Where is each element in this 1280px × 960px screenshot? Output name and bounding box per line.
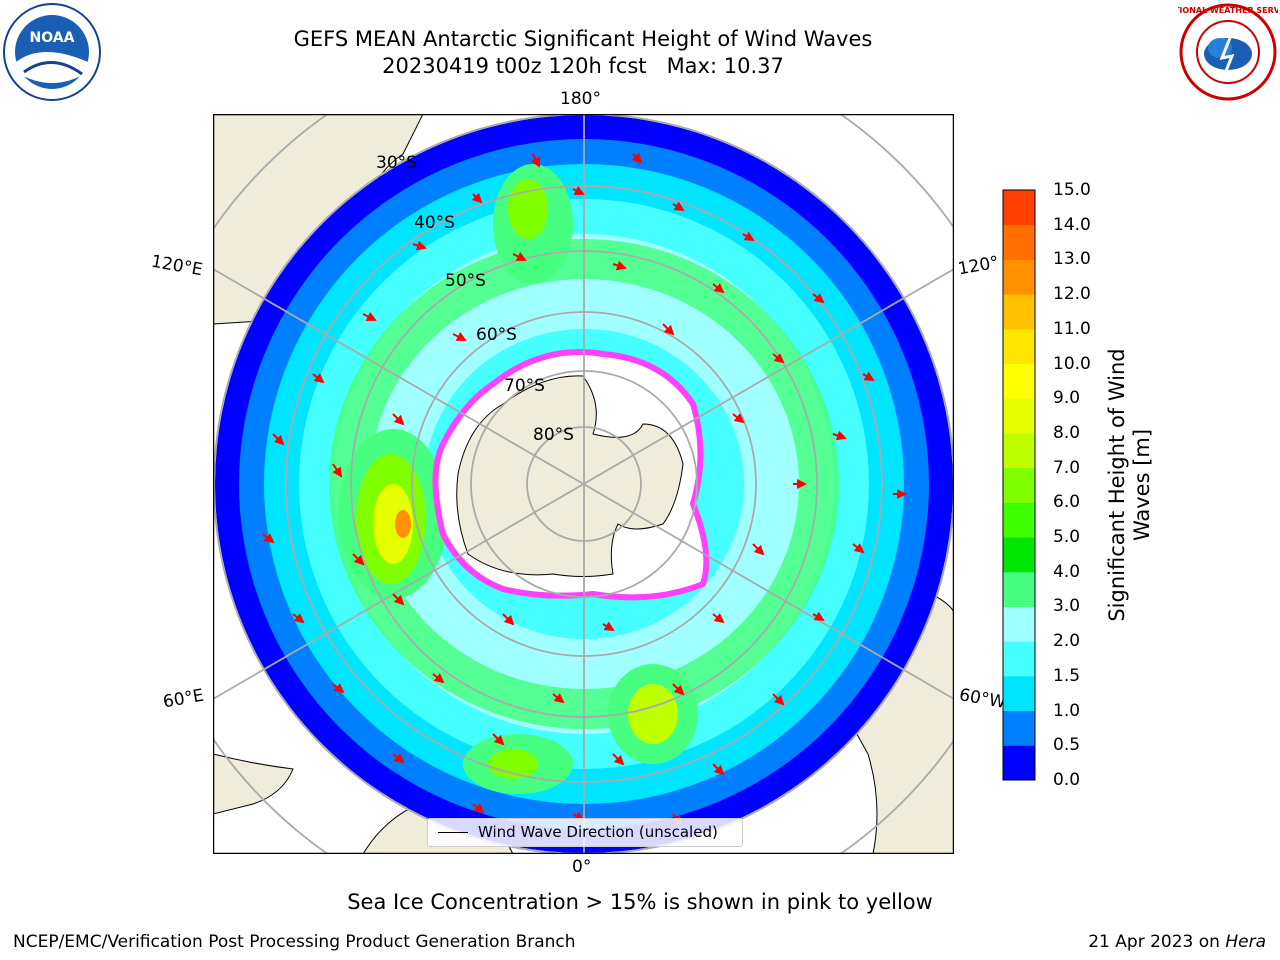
colorbar-segment — [1003, 467, 1035, 503]
lon-label-upper-left: 120°E — [149, 251, 205, 281]
lat-label-70s: 70°S — [504, 376, 545, 396]
colorbar-tick-label: 0.0 — [1053, 770, 1081, 790]
lon-label-top: 180° — [560, 89, 601, 109]
colorbar-segment — [1003, 259, 1035, 295]
noaa-logo-text: NOAA — [30, 30, 75, 46]
colorbar-segment — [1003, 745, 1035, 781]
map-legend: Wind Wave Direction (unscaled) — [427, 818, 743, 847]
lat-label-60s: 60°S — [476, 325, 517, 345]
noaa-logo: NOAA — [3, 3, 101, 101]
colorbar-tick-label: 15.0 — [1053, 180, 1091, 200]
colorbar-segment — [1003, 363, 1035, 399]
land-africa — [213, 753, 294, 815]
map-panel — [213, 114, 954, 854]
colorbar-segment — [1003, 328, 1035, 365]
colorbar-tick-label: 11.0 — [1053, 318, 1091, 339]
colorbar-tick-label: 14.0 — [1053, 214, 1091, 235]
colorbar-tick-label: 6.0 — [1053, 492, 1081, 513]
colorbar-tick-label: 8.0 — [1053, 422, 1081, 443]
sea-ice-footnote: Sea Ice Concentration > 15% is shown in … — [347, 890, 933, 914]
lon-label-bottom: 0° — [572, 857, 592, 877]
colorbar-label-line1: Significant Height of Wind — [1104, 348, 1129, 622]
colorbar-frame — [1002, 189, 1036, 781]
colorbar-tick-label: 5.0 — [1053, 527, 1081, 548]
colorbar-tick-label: 7.0 — [1053, 457, 1081, 478]
lon-label-lower-left: 60°E — [161, 685, 206, 713]
colorbar-segment — [1003, 432, 1035, 469]
colorbar-tick-label: 12.0 — [1053, 284, 1091, 305]
wind-wave-arrows — [262, 152, 907, 826]
colorbar-label: Significant Height of Wind Waves [m] — [1105, 348, 1155, 621]
colorbar-tick-label: 4.0 — [1053, 561, 1081, 582]
colorbar-segment — [1003, 675, 1035, 712]
lon-label-upper-right: 120° — [956, 252, 1001, 280]
legend-label: Wind Wave Direction (unscaled) — [478, 823, 718, 841]
lat-label-80s: 80°S — [533, 425, 574, 445]
colorbar-segment — [1003, 190, 1035, 226]
colorbar-tick-label: 13.0 — [1053, 249, 1091, 270]
lat-label-50s: 50°S — [445, 271, 486, 291]
colorbar-segment — [1003, 502, 1035, 538]
colorbar-tick-label: 1.0 — [1053, 700, 1081, 721]
colorbar-segment — [1003, 571, 1035, 607]
lat-label-30s: 30°S — [376, 153, 417, 173]
colorbar-label-line2: Waves [m] — [1130, 428, 1154, 542]
colorbar-segment — [1003, 606, 1035, 642]
colorbar-tick-label: 0.5 — [1053, 735, 1081, 756]
credit-left: NCEP/EMC/Verification Post Processing Pr… — [13, 932, 576, 952]
colorbar-segment — [1003, 294, 1035, 330]
credit-right: 21 Apr 2023 on Hera — [1088, 932, 1266, 952]
colorbar-segment — [1003, 224, 1035, 260]
lat-label-40s: 40°S — [414, 213, 455, 233]
colorbar-segment — [1003, 537, 1035, 573]
legend-line-sample — [438, 832, 468, 833]
nws-logo-text: NATIONAL WEATHER SERVICE — [1178, 6, 1278, 15]
chart-title: GEFS MEAN Antarctic Significant Height o… — [293, 27, 873, 51]
colorbar-tick-label: 2.0 — [1053, 631, 1081, 652]
colorbar-tick-label: 10.0 — [1053, 353, 1091, 374]
nws-logo: NATIONAL WEATHER SERVICE — [1178, 3, 1278, 101]
colorbar-tick-label: 1.5 — [1053, 665, 1081, 686]
credit-date: 21 Apr 2023 on — [1088, 932, 1226, 952]
colorbar-segment — [1003, 710, 1035, 746]
lon-label-lower-right: 60°W — [957, 685, 1008, 713]
colorbar-segment — [1003, 641, 1035, 677]
colorbar-tick-label: 9.0 — [1053, 388, 1081, 409]
chart-subtitle: 20230419 t00z 120h fcst Max: 10.37 — [382, 54, 784, 78]
colorbar — [1002, 189, 1036, 781]
credit-machine: Hera — [1225, 932, 1266, 952]
colorbar-tick-label: 3.0 — [1053, 596, 1081, 617]
colorbar-segment — [1003, 398, 1035, 434]
